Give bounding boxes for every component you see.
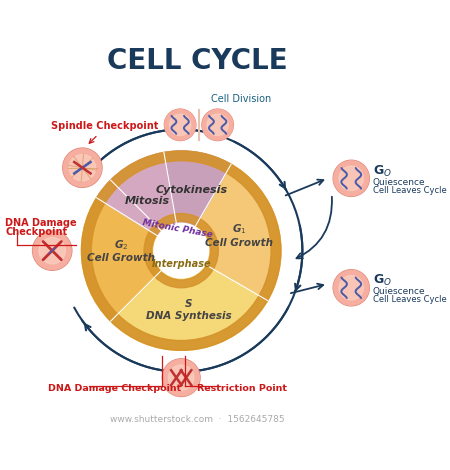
Text: Quiescence: Quiescence xyxy=(373,287,425,296)
Text: G$_O$: G$_O$ xyxy=(373,273,392,288)
Text: G$_1$
Cell Growth: G$_1$ Cell Growth xyxy=(205,222,273,248)
Circle shape xyxy=(163,360,199,396)
Wedge shape xyxy=(144,213,218,288)
Circle shape xyxy=(334,270,369,305)
Text: Cell Leaves Cycle: Cell Leaves Cycle xyxy=(373,295,446,304)
Text: Checkpoint: Checkpoint xyxy=(5,227,68,237)
Circle shape xyxy=(33,232,71,269)
Wedge shape xyxy=(97,152,181,251)
Circle shape xyxy=(202,110,233,140)
Circle shape xyxy=(154,223,208,278)
Wedge shape xyxy=(81,180,181,321)
Circle shape xyxy=(32,230,72,271)
Circle shape xyxy=(207,114,228,135)
Wedge shape xyxy=(164,151,231,251)
Text: Restriction Point: Restriction Point xyxy=(197,384,287,393)
Text: Interphase: Interphase xyxy=(151,259,211,269)
Circle shape xyxy=(164,109,197,141)
Circle shape xyxy=(339,166,364,190)
Text: Cell Leaves Cycle: Cell Leaves Cycle xyxy=(373,186,446,195)
Text: Mitonic Phase: Mitonic Phase xyxy=(141,219,213,240)
Wedge shape xyxy=(81,151,281,350)
Circle shape xyxy=(201,109,234,141)
Circle shape xyxy=(334,161,369,196)
Text: Cell Division: Cell Division xyxy=(211,94,271,104)
Text: Mitosis: Mitosis xyxy=(125,196,170,206)
Circle shape xyxy=(339,275,364,300)
Text: DNA Damage Checkpoint: DNA Damage Checkpoint xyxy=(48,384,181,393)
Circle shape xyxy=(333,159,370,197)
Wedge shape xyxy=(111,251,268,350)
Text: S
DNA Synthesis: S DNA Synthesis xyxy=(146,299,231,321)
Text: DNA Damage: DNA Damage xyxy=(5,218,77,228)
Text: G$_O$: G$_O$ xyxy=(373,164,392,179)
Text: Cytokinesis: Cytokinesis xyxy=(156,185,228,195)
Circle shape xyxy=(62,148,103,188)
Text: Quiescence: Quiescence xyxy=(373,178,425,187)
Circle shape xyxy=(170,114,191,135)
Circle shape xyxy=(162,358,201,397)
Circle shape xyxy=(69,155,95,181)
Circle shape xyxy=(39,237,65,264)
Text: www.shutterstock.com  ·  1562645785: www.shutterstock.com · 1562645785 xyxy=(109,415,284,424)
Circle shape xyxy=(168,365,194,391)
Circle shape xyxy=(165,110,195,140)
Text: G$_2$
Cell Growth: G$_2$ Cell Growth xyxy=(87,238,155,263)
Circle shape xyxy=(81,151,281,350)
Wedge shape xyxy=(181,164,281,300)
Text: Spindle Checkpoint: Spindle Checkpoint xyxy=(51,121,158,131)
Text: CELL CYCLE: CELL CYCLE xyxy=(107,47,287,75)
Circle shape xyxy=(333,269,370,306)
Circle shape xyxy=(63,149,101,187)
